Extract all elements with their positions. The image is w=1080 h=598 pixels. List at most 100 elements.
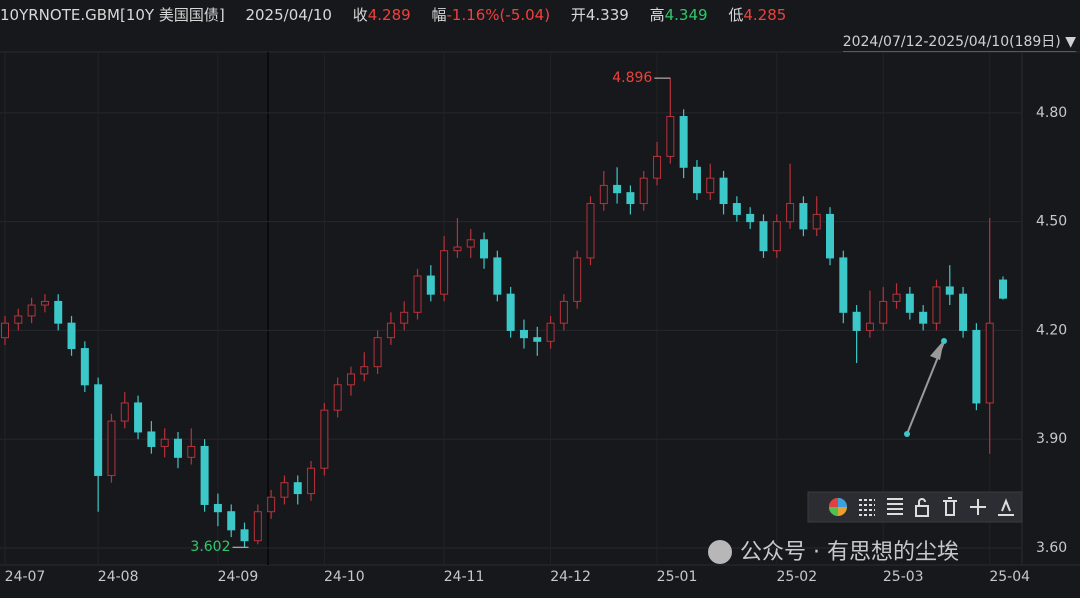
candle-body: [386, 322, 395, 339]
candle-body: [746, 213, 755, 223]
candle-body: [413, 275, 422, 313]
x-tick-label: 25-02: [776, 569, 817, 585]
delete-button[interactable]: [943, 497, 957, 516]
candle-body: [320, 409, 329, 469]
candle-body: [240, 529, 249, 542]
candle-body: [573, 257, 582, 302]
drawn-arrow: [904, 338, 947, 437]
high-value: 4.349: [664, 6, 708, 24]
max-label: 4.896: [612, 70, 652, 86]
candle-body: [706, 177, 715, 194]
x-tick-label: 24-10: [324, 569, 365, 585]
candle-body: [599, 184, 608, 205]
candle-body: [812, 213, 821, 230]
label: 幅: [431, 6, 447, 24]
candle-body: [732, 203, 741, 215]
plot: 3.60 3.90 4.20 4.50 4.80 24-07 24-08 24-09 24-10…: [0, 52, 1067, 585]
x-tick-label: 25-03: [883, 569, 924, 585]
candle-body: [333, 384, 342, 411]
header: 10YRNOTE.GBM[10Y 美国国债] 2025/04/10 收4.289…: [0, 4, 786, 25]
candle-body: [945, 286, 954, 295]
candle-body: [639, 177, 648, 205]
candle-body: [546, 322, 555, 342]
label: 收: [352, 6, 368, 24]
min-label: 3.602: [190, 539, 230, 555]
symbol: 10YRNOTE.GBM[10Y 美国国债]: [0, 6, 225, 24]
y-tick-label: 3.60: [1036, 540, 1067, 556]
candle-body: [373, 337, 382, 368]
candle-body: [919, 311, 928, 324]
candle-body: [147, 431, 156, 447]
line-style-button[interactable]: [859, 499, 875, 516]
candle-body: [826, 213, 835, 259]
y-tick-label: 4.50: [1036, 214, 1067, 230]
candle-body: [959, 293, 968, 331]
candle-body: [999, 279, 1007, 299]
candle-body: [134, 402, 143, 433]
candle-body: [267, 496, 276, 513]
x-tick-label: 24-07: [5, 569, 46, 585]
candle-body: [200, 445, 209, 505]
candle-body: [786, 203, 795, 223]
candle-body: [440, 250, 449, 295]
candle-body: [94, 384, 103, 476]
x-tick-label: 25-04: [989, 569, 1030, 585]
candle-body: [559, 300, 568, 324]
candle-body: [879, 300, 888, 324]
candle-body: [227, 511, 236, 531]
candle-body: [666, 116, 675, 157]
candle-body: [852, 311, 861, 331]
y-tick-label: 4.80: [1036, 105, 1067, 121]
candle-body: [692, 166, 701, 194]
candle-body: [1, 322, 9, 339]
candle-body: [839, 257, 848, 313]
line-width-button[interactable]: [887, 498, 903, 515]
candle-body: [719, 177, 728, 205]
candle-body: [586, 203, 595, 259]
candle-body: [493, 257, 502, 295]
anchor-button[interactable]: [998, 498, 1014, 516]
range-text: 2024/07/12-2025/04/10(189日): [842, 34, 1061, 50]
watermark: 公众号 · 有思想的尘埃: [740, 540, 959, 565]
candle-body: [346, 373, 355, 386]
candle-body: [466, 239, 475, 248]
candle-body: [480, 239, 489, 259]
candle-body: [253, 511, 262, 542]
lock-button[interactable]: [915, 498, 929, 517]
candle-body: [453, 246, 462, 252]
candle-body: [27, 304, 36, 317]
label: 高: [649, 6, 665, 24]
candle-body: [120, 402, 129, 422]
candle-body: [187, 445, 196, 458]
candle-body: [280, 482, 289, 498]
candle-body: [54, 300, 63, 324]
candle-body: [307, 467, 316, 495]
candle-body: [799, 203, 808, 230]
close-value: 4.289: [367, 6, 411, 24]
candle-body: [759, 221, 768, 252]
label: 低: [728, 6, 744, 24]
candle-body: [972, 329, 981, 404]
candle-body: [653, 155, 662, 179]
candle-body: [932, 286, 941, 324]
move-button[interactable]: [970, 499, 986, 515]
candle-body: [160, 438, 169, 447]
toolbar: [807, 491, 1023, 523]
y-tick-label: 3.90: [1036, 431, 1067, 447]
x-tick-label: 24-09: [218, 569, 259, 585]
candle-body: [679, 116, 688, 168]
candle-body: [905, 293, 914, 313]
low-value: 4.285: [743, 6, 787, 24]
x-tick-label: 24-11: [444, 569, 485, 585]
candle-body: [40, 300, 49, 306]
candle-body: [519, 329, 528, 339]
candle-body: [626, 192, 635, 205]
candle-body: [293, 482, 302, 495]
candle-body: [80, 348, 89, 386]
candle-body: [360, 366, 369, 375]
candle-body: [107, 420, 116, 476]
candle-body: [613, 184, 622, 194]
label: 开: [570, 6, 586, 24]
x-tick-label: 24-12: [550, 569, 591, 585]
